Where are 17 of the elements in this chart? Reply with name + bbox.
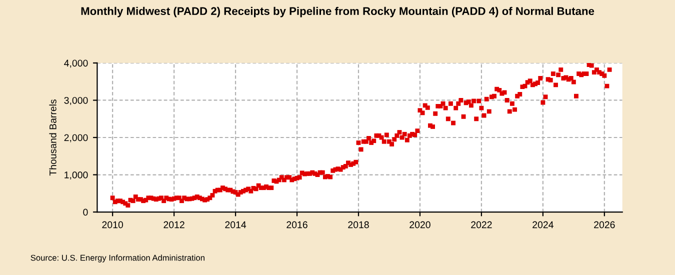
source-note: Source: U.S. Energy Information Administration (30, 254, 204, 262)
x-tick-label: 2018 (348, 221, 369, 228)
x-tick-label: 2016 (286, 221, 308, 228)
x-tick-label: 2020 (410, 221, 430, 228)
y-axis-title: Thousand Barrels (49, 99, 56, 176)
x-tick-label: 2012 (164, 221, 184, 228)
y-tick-label: 4,000 (64, 60, 88, 68)
x-tick-label: 2022 (471, 221, 492, 228)
y-tick-label: 1,000 (64, 171, 88, 180)
chart-title: Monthly Midwest (PADD 2) Receipts by Pipeline from Rocky Mountain (PADD 4) of Normal Butane (81, 6, 594, 18)
x-tick-label: 2010 (102, 221, 124, 228)
x-tick-label: 2024 (532, 221, 554, 228)
x-tick-label: 2014 (225, 221, 246, 228)
y-tick-label: 3,000 (64, 96, 88, 106)
x-tick-label: 2026 (594, 221, 615, 228)
y-tick-label: 2,000 (64, 134, 88, 142)
y-tick-label: 0 (83, 208, 88, 216)
